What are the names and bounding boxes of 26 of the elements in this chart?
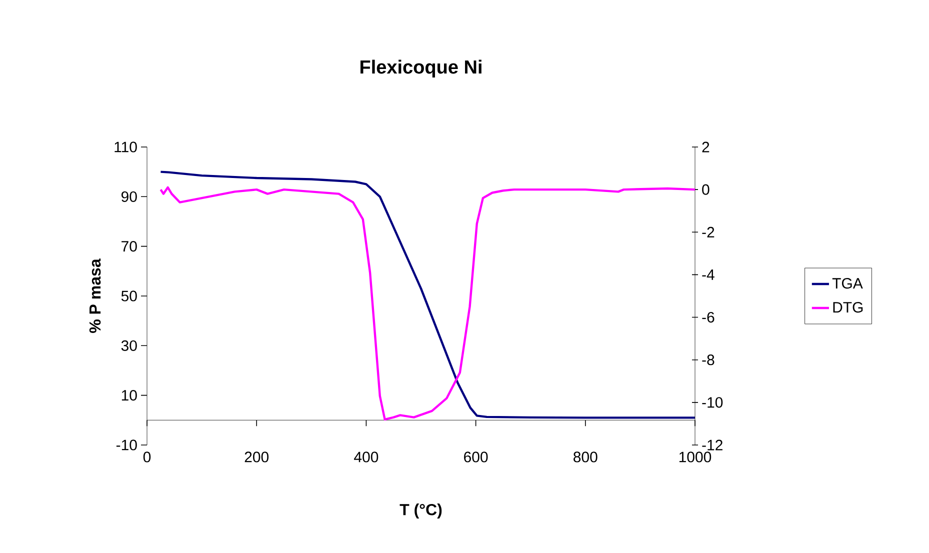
y-tick-label: 10 <box>122 390 137 401</box>
y-tick-label: 50 <box>121 290 137 302</box>
chart-title: Flexicoque Ni <box>360 60 482 78</box>
y-tick-label: 90 <box>121 191 137 202</box>
legend-label: DTG <box>833 302 863 313</box>
x-tick-label: 800 <box>574 452 598 462</box>
y2-tick-label: -10 <box>702 397 723 408</box>
x-tick-label: 600 <box>464 452 488 462</box>
y2-tick-label: -8 <box>702 354 714 366</box>
y2-tick-label: 2 <box>702 142 710 152</box>
y-tick-label: -10 <box>116 440 137 450</box>
x-tick-label: 400 <box>354 452 378 462</box>
y2-tick-label: 0 <box>702 184 710 195</box>
x-tick-label: 1000 <box>679 452 712 462</box>
y-tick-label: 70 <box>122 241 137 252</box>
y2-tick-label: -4 <box>702 270 714 280</box>
legend-label: TGA <box>832 278 863 289</box>
y2-tick-label: -12 <box>702 440 722 450</box>
x-tick-label: 0 <box>143 452 151 462</box>
y-tick-label: 30 <box>121 340 137 351</box>
y-axis-title: % P masa <box>89 258 101 333</box>
y2-tick-label: -6 <box>702 312 714 323</box>
y2-tick-label: -2 <box>702 226 714 238</box>
x-tick-label: 200 <box>244 452 269 462</box>
y-tick-label: 110 <box>114 142 137 152</box>
x-axis-title: T (°C) <box>400 504 442 518</box>
